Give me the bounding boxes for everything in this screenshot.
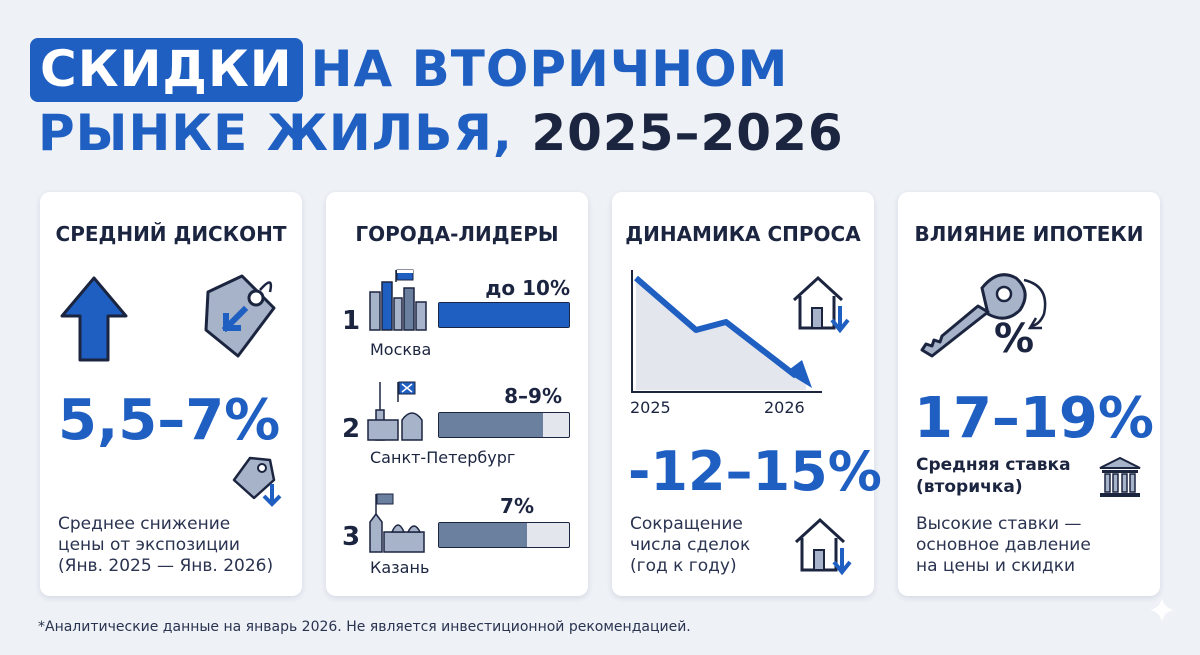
- city-rank: 2: [342, 414, 361, 444]
- city-name: Москва: [370, 340, 432, 359]
- description-line: (Янв. 2025 — Янв. 2026): [58, 556, 274, 576]
- card-title: СРЕДНИЙ ДИСКОНТ: [55, 222, 287, 246]
- description-line: числа сделок: [630, 535, 751, 555]
- title-line-2: РЫНКЕ ЖИЛЬЯ, 2025–2026: [30, 102, 844, 164]
- city-bar-fill: [439, 303, 569, 327]
- discount-value: 5,5–7%: [58, 388, 281, 453]
- small-tag-down-icon: [232, 456, 282, 507]
- description-line: Среднее снижение: [58, 514, 231, 534]
- title-line2-blue: РЫНКЕ ЖИЛЬЯ,: [38, 104, 513, 162]
- title-line1-rest: НА ВТОРИЧНОМ: [310, 40, 789, 98]
- percent-sign: %: [994, 316, 1035, 362]
- card-mortgage-impact: ВЛИЯНИЕ ИПОТЕКИ % 17–19% Средняя ставка …: [898, 192, 1160, 596]
- city-value: 7%: [500, 494, 534, 518]
- card-average-discount: СРЕДНИЙ ДИСКОНТ 5,5–7% Среднее снижение …: [40, 192, 302, 596]
- subtitle-line: (вторичка): [916, 477, 1023, 497]
- city-name: Казань: [370, 558, 430, 577]
- sparkle-icon: [1150, 598, 1174, 622]
- city-bar-fill: [439, 523, 528, 547]
- footnote: *Аналитические данные на январь 2026. Не…: [38, 619, 691, 635]
- description-line: Сокращение: [630, 514, 743, 534]
- mortgage-subtitle: Средняя ставка (вторичка): [916, 454, 1071, 498]
- house-down-icon: [792, 275, 850, 334]
- key-icon: [920, 273, 1047, 358]
- mortgage-rate-value: 17–19%: [914, 386, 1154, 451]
- city-bar: [438, 302, 570, 328]
- city-value: 8–9%: [504, 384, 562, 408]
- description-line: цены от экспозиции: [58, 535, 240, 555]
- city-value: до 10%: [485, 276, 570, 300]
- city-bar: [438, 412, 570, 438]
- bank-icon: [1099, 456, 1141, 497]
- demand-decline-chart: [631, 270, 822, 393]
- kazan-skyline-icon: [369, 493, 425, 553]
- title-line-1: СКИДКИ НА ВТОРИЧНОМ: [30, 38, 844, 102]
- demand-description: Сокращение числа сделок (год к году): [630, 514, 750, 577]
- description-line: (год к году): [630, 556, 737, 576]
- price-tag-down-icon: [204, 274, 276, 358]
- chart-x-label: 2026: [764, 398, 805, 417]
- city-rank: 3: [342, 522, 361, 552]
- description-line: на цены и скидки: [916, 556, 1076, 576]
- description-line: основное давление: [916, 535, 1091, 555]
- mortgage-description: Высокие ставки — основное давление на це…: [916, 514, 1091, 577]
- card-leading-cities: ГОРОДА-ЛИДЕРЫ 1 до 10% Москва 2 8–9% Сан…: [326, 192, 588, 596]
- city-bar: [438, 522, 570, 548]
- demand-value: -12–15%: [628, 440, 882, 503]
- title-highlight: СКИДКИ: [30, 38, 303, 102]
- card-title: ГОРОДА-ЛИДЕРЫ: [355, 222, 559, 246]
- subtitle-line: Средняя ставка: [916, 455, 1071, 475]
- city-rank: 1: [342, 306, 361, 336]
- discount-description: Среднее снижение цены от экспозиции (Янв…: [58, 514, 273, 577]
- house-down-icon: [794, 517, 852, 576]
- page-title: СКИДКИ НА ВТОРИЧНОМ РЫНКЕ ЖИЛЬЯ, 2025–202…: [30, 38, 844, 164]
- chart-x-label: 2025: [630, 398, 671, 417]
- description-line: Высокие ставки —: [916, 514, 1082, 534]
- city-bar-fill: [439, 413, 543, 437]
- card-title: ДИНАМИКА СПРОСА: [625, 222, 861, 246]
- spb-skyline-icon: [367, 381, 423, 441]
- moscow-skyline-icon: [369, 269, 427, 331]
- city-name: Санкт-Петербург: [370, 448, 516, 467]
- card-demand-dynamics: ДИНАМИКА СПРОСА 2025 2026 -12–15% Сокращ…: [612, 192, 882, 596]
- title-line2-dark: 2025–2026: [531, 104, 844, 162]
- card-title: ВЛИЯНИЕ ИПОТЕКИ: [914, 222, 1144, 246]
- arrow-up-icon: [60, 276, 128, 362]
